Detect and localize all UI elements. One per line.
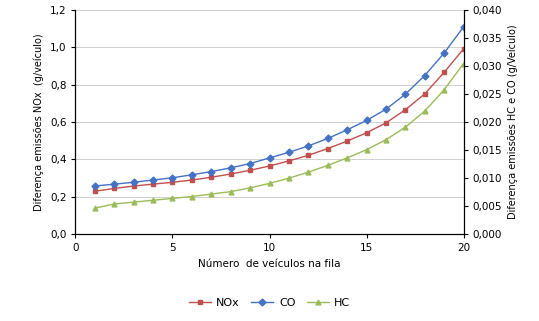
- NOx: [189, 178, 195, 182]
- NOx: [169, 180, 176, 184]
- CO: [441, 51, 447, 55]
- HC: [111, 202, 118, 206]
- CO: [383, 107, 389, 111]
- HC: [344, 156, 350, 160]
- HC: [324, 163, 331, 167]
- CO: [305, 144, 312, 148]
- HC: [286, 176, 292, 180]
- Y-axis label: Diferença emissões NOx  (g/veículo): Diferença emissões NOx (g/veículo): [34, 33, 44, 211]
- CO: [247, 162, 253, 166]
- CO: [286, 150, 292, 154]
- HC: [150, 198, 156, 202]
- CO: [460, 25, 467, 29]
- NOx: [344, 139, 350, 143]
- NOx: [266, 164, 273, 168]
- CO: [266, 156, 273, 160]
- HC: [402, 125, 409, 129]
- NOx: [92, 189, 98, 193]
- HC: [421, 109, 428, 113]
- Legend: NOx, CO, HC: NOx, CO, HC: [184, 293, 355, 312]
- NOx: [111, 187, 118, 190]
- CO: [227, 166, 234, 170]
- CO: [111, 182, 118, 186]
- HC: [208, 192, 215, 196]
- HC: [363, 148, 370, 152]
- Line: CO: CO: [92, 24, 466, 188]
- CO: [92, 184, 98, 188]
- HC: [227, 190, 234, 194]
- HC: [247, 186, 253, 190]
- NOx: [383, 121, 389, 125]
- CO: [130, 180, 137, 184]
- NOx: [421, 92, 428, 96]
- HC: [189, 195, 195, 198]
- CO: [189, 173, 195, 177]
- Line: NOx: NOx: [92, 47, 466, 194]
- HC: [305, 170, 312, 174]
- NOx: [460, 47, 467, 51]
- Line: HC: HC: [92, 61, 466, 211]
- HC: [130, 200, 137, 204]
- NOx: [247, 168, 253, 172]
- CO: [421, 74, 428, 77]
- X-axis label: Número  de veículos na fila: Número de veículos na fila: [198, 259, 341, 269]
- CO: [363, 118, 370, 122]
- NOx: [305, 153, 312, 157]
- HC: [441, 88, 447, 92]
- NOx: [363, 131, 370, 135]
- CO: [344, 128, 350, 132]
- NOx: [227, 172, 234, 176]
- HC: [266, 181, 273, 185]
- NOx: [324, 147, 331, 151]
- HC: [383, 138, 389, 142]
- CO: [208, 170, 215, 174]
- HC: [92, 206, 98, 210]
- HC: [169, 196, 176, 200]
- CO: [169, 176, 176, 180]
- NOx: [441, 70, 447, 74]
- Y-axis label: Diferença emissões HC e CO (g/Veículo): Diferença emissões HC e CO (g/Veículo): [508, 25, 518, 219]
- CO: [150, 178, 156, 182]
- HC: [460, 62, 467, 65]
- CO: [324, 136, 331, 140]
- NOx: [208, 175, 215, 179]
- CO: [402, 92, 409, 96]
- NOx: [286, 159, 292, 163]
- NOx: [402, 108, 409, 112]
- NOx: [130, 184, 137, 188]
- NOx: [150, 182, 156, 186]
